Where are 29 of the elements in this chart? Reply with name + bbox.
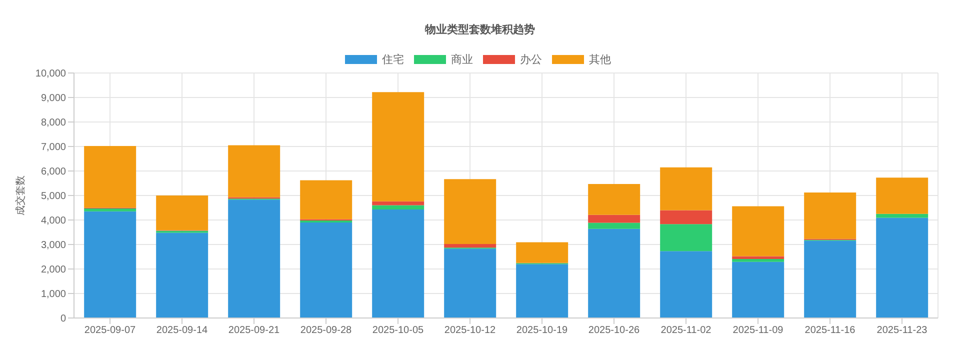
y-tick-label: 4,000 xyxy=(40,216,66,227)
x-tick-label: 2025-10-05 xyxy=(372,325,424,336)
y-tick-label: 5,000 xyxy=(40,191,66,202)
x-tick-label: 2025-09-07 xyxy=(84,325,136,336)
y-tick-label: 1,000 xyxy=(40,289,66,300)
y-tick-label: 7,000 xyxy=(40,142,66,154)
y-tick-label: 8,000 xyxy=(40,118,66,129)
legend-label: 商业 xyxy=(451,52,473,67)
x-tick-label: 2025-10-12 xyxy=(444,325,496,336)
x-tick-label: 2025-11-16 xyxy=(804,325,856,336)
x-tick-label: 2025-09-14 xyxy=(156,325,208,336)
y-tick-label: 6,000 xyxy=(40,166,66,178)
legend-label: 其他 xyxy=(589,53,611,67)
x-tick-label: 2025-11-09 xyxy=(732,325,784,336)
chart-title: 物业类型套数堆积趋势 xyxy=(424,22,536,38)
x-tick-label: 2025-10-26 xyxy=(588,325,640,336)
x-tick-label: 2025-10-19 xyxy=(516,325,568,336)
legend-label: 办公 xyxy=(520,53,542,67)
y-tick-label: 9,000 xyxy=(40,93,66,104)
y-axis-title: 成交套数 xyxy=(14,176,27,216)
y-tick-label: 2,000 xyxy=(40,264,66,276)
x-tick-label: 2025-09-21 xyxy=(228,325,280,336)
y-tick-label: 10,000 xyxy=(35,68,66,80)
legend-label: 住宅 xyxy=(382,52,404,67)
x-tick-label: 2025-11-02 xyxy=(660,325,712,336)
x-tick-label: 2025-11-23 xyxy=(876,325,928,336)
y-tick-label: 3,000 xyxy=(40,240,66,252)
x-tick-label: 2025-09-28 xyxy=(300,325,352,336)
y-tick-label: 0 xyxy=(60,314,66,325)
